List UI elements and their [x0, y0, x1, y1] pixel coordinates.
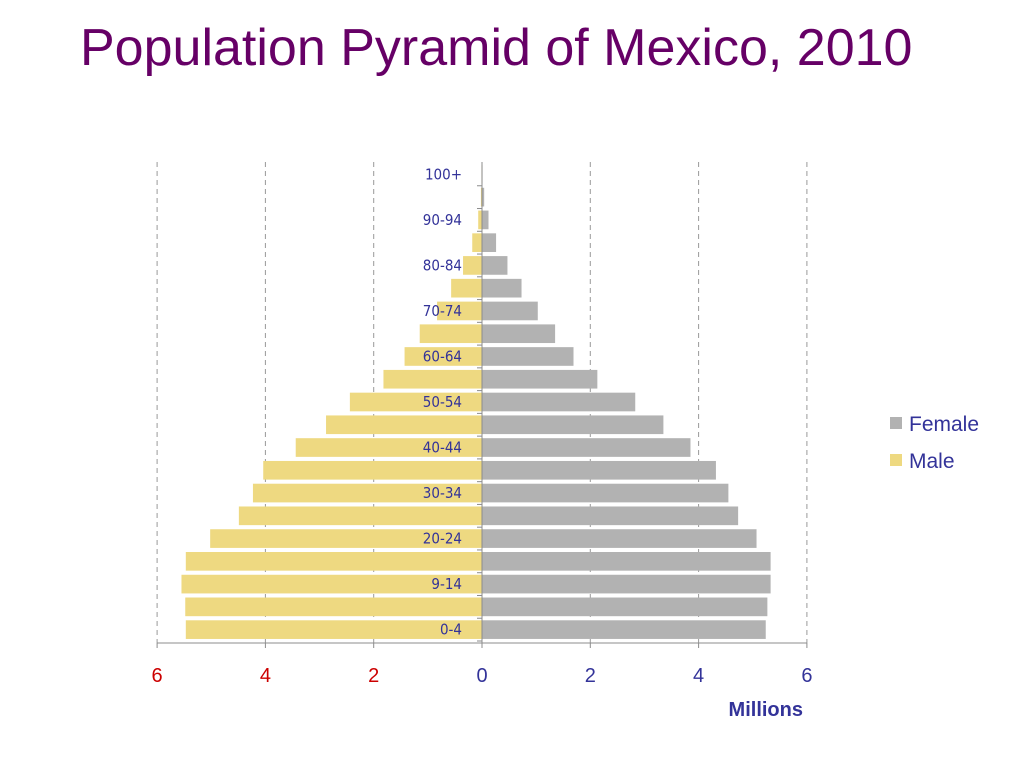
age-group-label: 90-94	[423, 211, 462, 229]
female-bar	[482, 574, 771, 594]
male-bar	[480, 187, 482, 207]
male-bar	[383, 369, 482, 389]
male-bar	[472, 233, 482, 252]
age-group-label: 100+	[425, 165, 462, 183]
female-bar	[482, 552, 771, 571]
female-bar	[482, 278, 522, 298]
age-group-label: 70-74	[423, 302, 462, 320]
x-axis: 6 4 2 0 2 4 6 Millions	[152, 162, 812, 721]
male-bar	[185, 597, 482, 617]
age-labels: 0-4 9-14 20-24 30-34 40-44 50-54 60-64 70-74 80-…	[423, 165, 462, 638]
male-bar	[419, 324, 482, 344]
age-group-label: 40-44	[423, 439, 462, 457]
female-bar	[482, 392, 636, 412]
age-group-label: 20-24	[423, 530, 462, 548]
male-bar	[349, 392, 482, 412]
legend-swatch	[890, 417, 902, 429]
male-bar	[478, 210, 482, 230]
legend: Female Male	[890, 413, 979, 473]
female-bar	[482, 210, 489, 230]
x-tick-label: 6	[152, 665, 163, 687]
female-bar	[482, 620, 766, 639]
x-tick-label: 2	[585, 665, 596, 687]
legend-entry: Male	[909, 450, 955, 473]
bars	[181, 165, 771, 639]
female-bar	[482, 529, 757, 548]
male-bar	[404, 347, 482, 366]
male-bar	[437, 301, 482, 321]
female-bar	[482, 597, 768, 617]
age-group-label: 80-84	[423, 256, 462, 274]
x-tick-label: 2	[368, 665, 379, 687]
female-bar	[482, 347, 574, 366]
slide-title: Population Pyramid of Mexico, 2010	[80, 19, 913, 77]
male-bar	[210, 529, 483, 548]
female-bar	[482, 483, 729, 503]
male-bar	[326, 415, 482, 435]
female-bar	[482, 233, 497, 252]
female-bar	[482, 506, 739, 526]
male-bar	[252, 483, 482, 503]
female-bar	[482, 187, 485, 207]
x-tick-label: 4	[693, 665, 704, 687]
legend-swatch	[890, 454, 902, 466]
x-tick-label: 0	[476, 665, 487, 687]
x-tick-label: 6	[801, 665, 812, 687]
x-tick-label: 4	[260, 665, 271, 687]
male-bar	[463, 256, 482, 275]
x-axis-title: Millions	[729, 699, 803, 721]
male-bar	[263, 460, 482, 480]
female-bar	[482, 256, 508, 275]
age-group-label: 60-64	[423, 347, 462, 365]
male-bar	[185, 620, 482, 639]
female-bar	[482, 324, 556, 344]
age-group-label: 30-34	[423, 484, 462, 502]
legend-entry: Female	[909, 413, 979, 436]
male-bar	[295, 438, 482, 457]
age-group-label: 0-4	[440, 621, 462, 639]
male-bar	[185, 552, 482, 571]
female-bar	[482, 460, 716, 480]
age-group-label: 50-54	[423, 393, 462, 411]
male-bar	[451, 278, 482, 298]
male-bar	[238, 506, 482, 526]
female-bar	[482, 438, 691, 457]
age-group-label: 9-14	[431, 575, 462, 593]
female-bar	[482, 415, 664, 435]
male-bar	[181, 574, 482, 594]
female-bar	[482, 369, 598, 389]
female-bar	[482, 301, 538, 321]
